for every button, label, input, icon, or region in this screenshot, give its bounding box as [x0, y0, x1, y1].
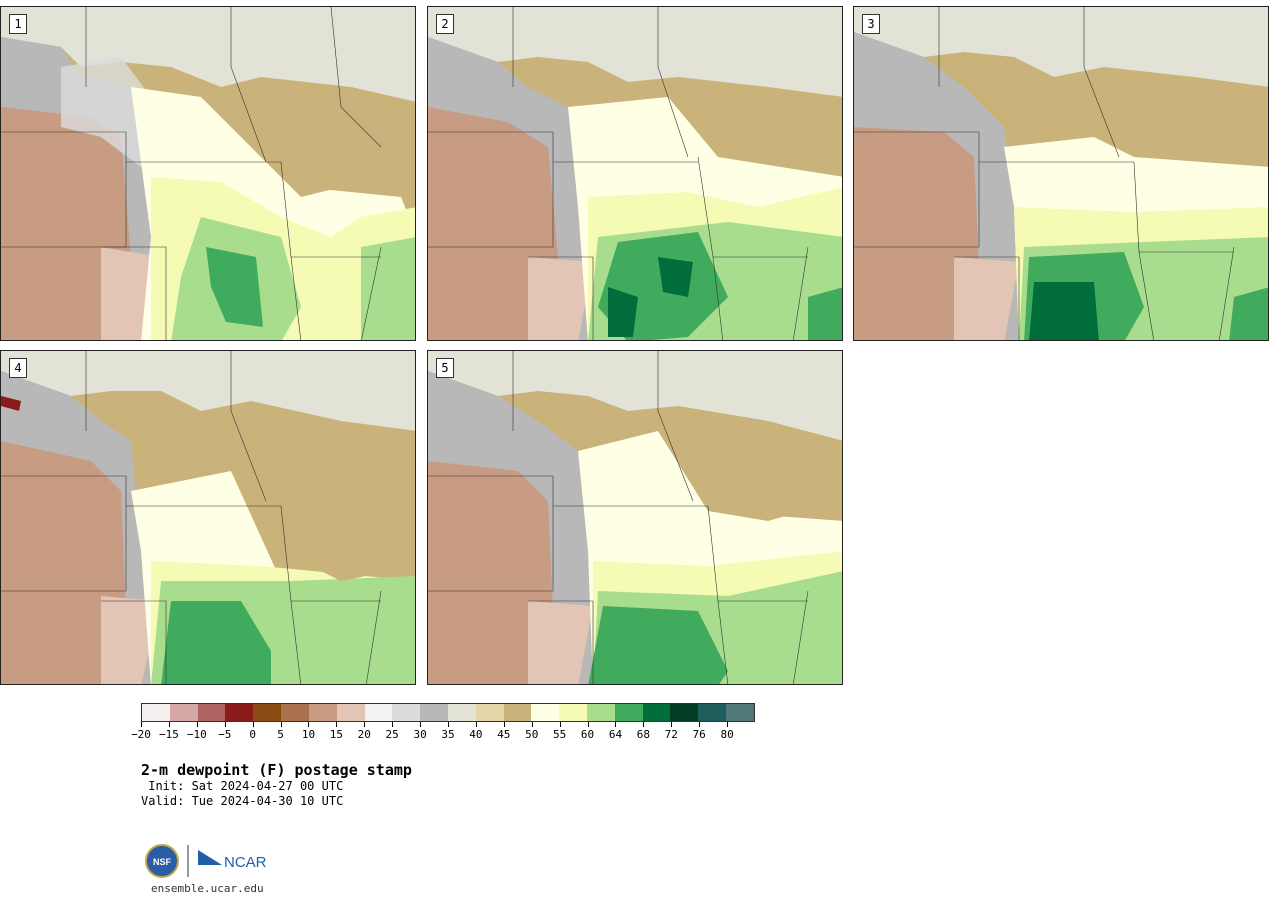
map-graphic [854, 7, 1268, 340]
colorbar-tick [671, 722, 673, 727]
colorbar-tick-label: 25 [385, 728, 399, 741]
colorbar-swatch [197, 704, 226, 721]
colorbar-tick [503, 722, 505, 727]
figure-title: 2-m dewpoint (F) postage stamp [141, 761, 412, 779]
colorbar-tick [364, 722, 366, 727]
colorbar-tick-label: 15 [329, 728, 343, 741]
logo-ncar-text: NCAR [224, 854, 267, 871]
colorbar-swatch [587, 704, 615, 721]
colorbar-tick-label: −15 [158, 728, 179, 741]
colorbar-tick-label: −5 [218, 728, 232, 741]
colorbar-swatch [225, 704, 254, 721]
colorbar-tick [420, 722, 422, 727]
logo-graphic: NSF NCAR [145, 844, 267, 878]
colorbar-swatch [642, 704, 671, 721]
colorbar-tick [559, 722, 561, 727]
colorbar-tick [531, 722, 533, 727]
colorbar-tick-label: 80 [720, 728, 734, 741]
colorbar-swatch [698, 704, 727, 721]
map-graphic [1, 351, 415, 684]
map-graphic [428, 7, 842, 340]
colorbar-tick-label: 60 [580, 728, 595, 741]
colorbar-tick-label: 20 [357, 728, 371, 741]
map-panel-1: 1 [0, 6, 416, 341]
colorbar-ticks: −20 −15 −10 −5 0 5 10 15 20 25 30 35 40 45 50 55 60 64 68 7… [131, 722, 755, 742]
colorbar-tick-label: 55 [553, 728, 567, 741]
colorbar-tick-label: 30 [413, 728, 427, 741]
valid-time: Valid: Tue 2024-04-30 10 UTC [141, 794, 344, 808]
colorbar-tick [252, 722, 254, 727]
colorbar-swatch [308, 704, 337, 721]
colorbar-tick-label: 68 [636, 728, 650, 741]
map-graphic [428, 351, 842, 684]
colorbar-tick-label: 5 [277, 728, 284, 741]
colorbar-tick [280, 722, 282, 727]
colorbar-tick [475, 722, 477, 727]
colorbar-swatch [531, 704, 560, 721]
colorbar-swatch [726, 704, 754, 721]
map-panel-2: 2 [427, 6, 843, 341]
init-time: Init: Sat 2024-04-27 00 UTC [141, 779, 344, 793]
panel-label: 3 [862, 14, 880, 34]
colorbar-tick [615, 722, 617, 727]
colorbar-tick-label: 0 [249, 728, 256, 741]
colorbar-tick [336, 722, 338, 727]
nsf-ncar-logo: NSF NCAR [144, 843, 274, 879]
colorbar-swatch [336, 704, 365, 721]
colorbar-tick-label: 64 [608, 728, 623, 741]
colorbar-tick [308, 722, 310, 727]
colorbar-swatch [503, 704, 532, 721]
colorbar-swatch [169, 704, 198, 721]
colorbar-tick [587, 722, 589, 727]
colorbar-swatch [475, 704, 504, 721]
panel-label: 2 [436, 14, 454, 34]
logo-nsf-text: NSF [153, 857, 172, 867]
colorbar-tick [699, 722, 701, 727]
colorbar-tick-label: 76 [692, 728, 706, 741]
colorbar-tick-label: 50 [525, 728, 539, 741]
colorbar-tick [141, 722, 142, 727]
colorbar-tick-label: 45 [497, 728, 511, 741]
colorbar-tick-label: −20 [131, 728, 151, 741]
colorbar-swatch [447, 704, 476, 721]
colorbar-tick [196, 722, 198, 727]
colorbar-tick-label: 10 [301, 728, 316, 741]
map-panel-4: 4 [0, 350, 416, 685]
colorbar-tick [448, 722, 449, 727]
colorbar-tick-label: 35 [441, 728, 455, 741]
colorbar-swatch [420, 704, 448, 721]
site-url: ensemble.ucar.edu [151, 882, 264, 895]
colorbar-tick [643, 722, 645, 727]
colorbar-tick [224, 722, 226, 727]
map-graphic [1, 7, 415, 340]
colorbar-swatch [559, 704, 587, 721]
colorbar-swatch [142, 704, 170, 721]
colorbar-tick-label: 40 [469, 728, 483, 741]
colorbar-tick-label: 72 [664, 728, 678, 741]
colorbar-swatch [364, 704, 393, 721]
panel-label: 4 [9, 358, 27, 378]
map-panel-3: 3 [853, 6, 1269, 341]
colorbar-tick [392, 722, 394, 727]
colorbar-swatch [670, 704, 699, 721]
colorbar-tick [727, 722, 729, 727]
colorbar-swatch [392, 704, 421, 721]
panel-label: 5 [436, 358, 454, 378]
map-panel-5: 5 [427, 350, 843, 685]
panel-label: 1 [9, 14, 27, 34]
colorbar-tick-label: −10 [186, 728, 207, 741]
colorbar-swatch [281, 704, 309, 721]
colorbar-swatch [614, 704, 643, 721]
colorbar [141, 703, 755, 722]
colorbar-tick [168, 722, 170, 727]
colorbar-swatch [253, 704, 282, 721]
